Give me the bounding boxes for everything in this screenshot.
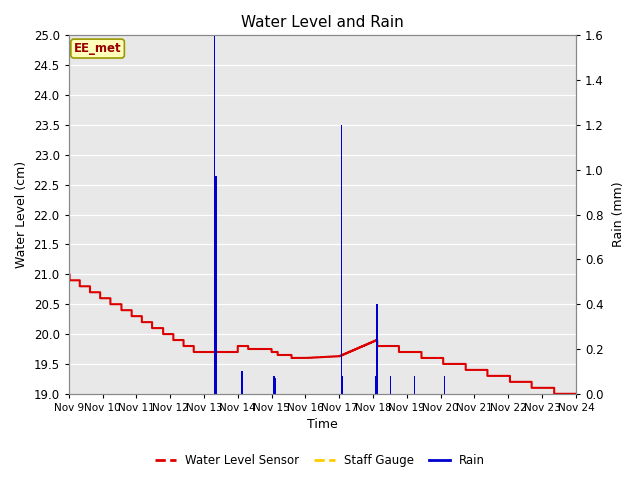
Title: Water Level and Rain: Water Level and Rain bbox=[241, 15, 404, 30]
Legend: Water Level Sensor, Staff Gauge, Rain: Water Level Sensor, Staff Gauge, Rain bbox=[150, 449, 490, 472]
Bar bbox=[341, 125, 342, 394]
Text: EE_met: EE_met bbox=[74, 42, 122, 55]
Bar bbox=[241, 372, 243, 394]
Bar bbox=[390, 376, 391, 394]
Bar bbox=[273, 376, 275, 394]
Bar bbox=[342, 376, 343, 394]
X-axis label: Time: Time bbox=[307, 419, 338, 432]
Bar bbox=[214, 36, 216, 394]
Bar bbox=[376, 304, 378, 394]
Bar bbox=[275, 378, 276, 394]
Bar bbox=[413, 376, 415, 394]
Y-axis label: Rain (mm): Rain (mm) bbox=[612, 182, 625, 247]
Bar bbox=[444, 376, 445, 394]
Bar bbox=[374, 376, 376, 394]
Bar bbox=[216, 177, 217, 394]
Y-axis label: Water Level (cm): Water Level (cm) bbox=[15, 161, 28, 268]
